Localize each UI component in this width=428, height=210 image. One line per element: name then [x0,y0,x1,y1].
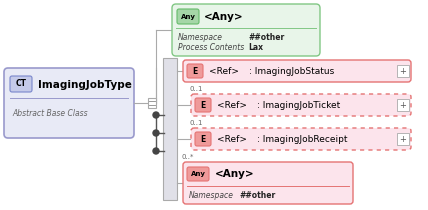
Circle shape [153,112,159,118]
Text: 0..*: 0..* [182,154,194,160]
Text: CT: CT [15,80,27,88]
FancyBboxPatch shape [187,64,203,78]
Bar [148,98,156,108]
Text: <Ref>: <Ref> [217,134,247,143]
FancyBboxPatch shape [172,4,320,56]
FancyBboxPatch shape [195,98,211,112]
Text: Any: Any [190,171,205,177]
FancyBboxPatch shape [183,60,411,82]
FancyBboxPatch shape [195,132,211,146]
Text: <Ref>: <Ref> [209,67,239,76]
Text: +: + [400,134,407,143]
FancyBboxPatch shape [4,68,134,138]
Text: Lax: Lax [248,43,263,52]
FancyBboxPatch shape [177,9,199,24]
Text: <Ref>: <Ref> [217,101,247,109]
Text: : ImagingJobStatus: : ImagingJobStatus [249,67,334,76]
Text: E: E [200,134,205,143]
FancyBboxPatch shape [191,128,411,150]
Bar [163,58,177,200]
Text: ##other: ##other [239,190,275,199]
FancyBboxPatch shape [10,76,32,92]
Text: +: + [400,67,407,76]
Circle shape [153,148,159,154]
FancyBboxPatch shape [183,162,353,204]
Text: : ImagingJobReceipt: : ImagingJobReceipt [257,134,348,143]
FancyBboxPatch shape [191,94,411,116]
Text: Abstract Base Class: Abstract Base Class [12,109,88,118]
Text: +: + [400,101,407,109]
Circle shape [153,130,159,136]
Text: Any: Any [181,13,196,20]
Text: Namespace: Namespace [178,34,223,42]
Text: E: E [192,67,198,76]
Text: <Any>: <Any> [204,12,244,22]
Text: E: E [200,101,205,109]
Text: 0..1: 0..1 [190,86,203,92]
FancyBboxPatch shape [187,167,209,181]
Bar [397,65,409,77]
Text: 0..1: 0..1 [190,120,203,126]
Bar [397,133,409,145]
Text: ##other: ##other [248,34,284,42]
Text: ImagingJobType: ImagingJobType [38,80,132,90]
Text: Namespace: Namespace [189,190,234,199]
Bar [397,99,409,111]
Text: : ImagingJobTicket: : ImagingJobTicket [257,101,340,109]
Text: <Any>: <Any> [215,169,255,179]
Text: Process Contents: Process Contents [178,43,244,52]
